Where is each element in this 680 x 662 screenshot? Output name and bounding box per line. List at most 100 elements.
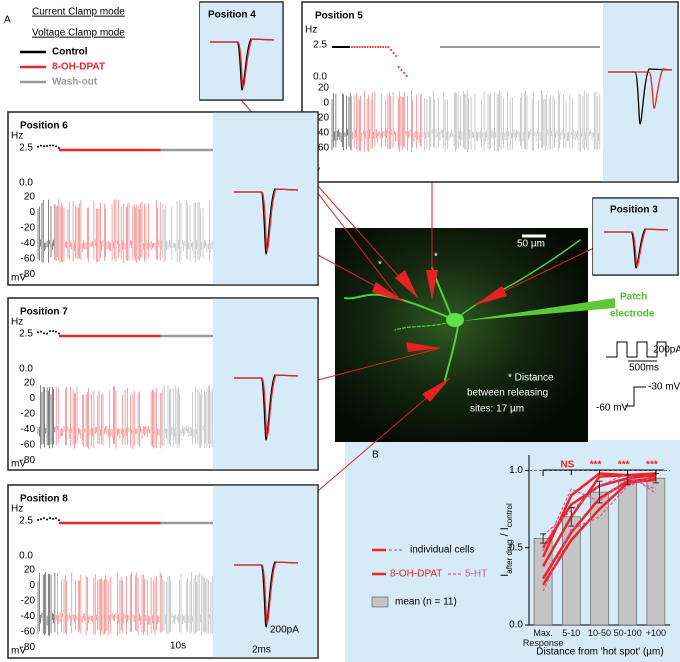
label-part: I xyxy=(499,574,511,577)
waveform xyxy=(234,374,299,441)
label: Position 6 xyxy=(20,121,68,132)
rate-dot xyxy=(58,332,60,335)
rate-dot xyxy=(37,518,39,521)
panel-shade xyxy=(213,112,318,285)
rate-dot xyxy=(43,332,45,335)
label: between releasing xyxy=(467,388,548,399)
label: *** xyxy=(590,460,602,471)
panel-shade xyxy=(603,2,678,182)
legend-swatch xyxy=(371,596,389,608)
label: 20 xyxy=(318,83,330,94)
label: sites: 17 µm xyxy=(470,404,524,415)
label: -60 xyxy=(21,254,36,265)
trace xyxy=(421,90,601,152)
label: Position 7 xyxy=(20,307,68,318)
label: electrode xyxy=(610,309,655,320)
label: -60 mV xyxy=(596,403,629,414)
release-arrows xyxy=(372,270,507,402)
label: 20 xyxy=(24,192,36,203)
rate-dot xyxy=(37,145,39,148)
label: -60 xyxy=(21,440,36,451)
rate-dot xyxy=(40,144,42,147)
trace xyxy=(55,386,161,449)
waveform xyxy=(210,38,275,89)
y-tick-label: 0.5 xyxy=(509,542,523,553)
rate-dot xyxy=(397,66,400,68)
label: A xyxy=(4,15,11,26)
rate-dot xyxy=(58,519,60,522)
waveform xyxy=(210,38,275,91)
rate-dot xyxy=(364,46,366,48)
y-axis-label: Iafter drug / Icontrol xyxy=(499,503,514,577)
cell-line xyxy=(542,476,657,592)
label: 0.0 xyxy=(313,72,327,83)
waveform xyxy=(608,68,673,125)
trace xyxy=(37,385,56,449)
label: Hz xyxy=(11,504,23,515)
bar xyxy=(590,491,609,626)
panel-shade xyxy=(213,298,318,470)
electrode xyxy=(462,298,615,321)
rate-dot xyxy=(382,46,385,48)
label: mV xyxy=(11,273,26,284)
label: mV xyxy=(11,459,26,470)
label: * Distance xyxy=(508,373,554,384)
rate-dot xyxy=(395,55,398,57)
rate-dot xyxy=(374,46,377,48)
label: *** xyxy=(618,460,630,471)
micrograph xyxy=(335,228,588,442)
label: Position 4 xyxy=(208,10,256,21)
x-tick-label: 5-10 xyxy=(562,628,581,638)
rate-dot xyxy=(405,75,408,77)
waveform xyxy=(608,68,673,110)
label: 2.5 xyxy=(19,516,33,527)
label: -30 mV xyxy=(648,382,680,393)
rate-dot xyxy=(351,46,353,48)
voltage-step xyxy=(625,386,646,407)
label: Distance from 'hot spot' (µm) xyxy=(536,647,663,658)
label-part: after drug xyxy=(505,539,514,573)
x-tick-label: +100 xyxy=(645,628,667,638)
x-tick-label: 10-50 xyxy=(587,628,612,638)
label: -40 xyxy=(21,424,36,435)
rate-dot xyxy=(358,46,361,48)
rate-dot xyxy=(49,330,51,333)
label: -40 xyxy=(21,238,36,249)
rate-dot xyxy=(369,46,372,48)
rate-dot xyxy=(384,46,387,48)
y-tick-label: 1.0 xyxy=(509,465,523,476)
error-bar xyxy=(568,507,575,527)
label: Patch xyxy=(620,292,647,303)
rate-dot xyxy=(371,46,374,48)
rate-dot xyxy=(387,46,390,48)
rate-dot xyxy=(52,517,54,520)
rate-dot xyxy=(49,517,51,520)
rate-dot xyxy=(52,330,54,333)
current-steps xyxy=(606,341,667,358)
label: NS xyxy=(560,460,574,471)
label: 0.0 xyxy=(19,364,33,375)
label: mean (n = 11) xyxy=(395,597,457,608)
label: 0 xyxy=(29,207,35,218)
label-part: control xyxy=(505,503,514,527)
label: Position 8 xyxy=(20,494,68,505)
label: 0.0 xyxy=(19,178,33,189)
label: 500ms xyxy=(629,363,659,374)
trace xyxy=(37,199,56,263)
cell-line xyxy=(542,477,657,552)
panel-shade xyxy=(213,485,318,658)
waveform xyxy=(234,188,299,255)
y-tick-label: 0.0 xyxy=(509,620,523,631)
label: -20 xyxy=(21,596,36,607)
trace xyxy=(161,572,213,636)
error-bar xyxy=(540,533,547,544)
bar xyxy=(533,538,553,626)
label: 20 xyxy=(24,378,36,389)
rate-dot xyxy=(40,330,42,333)
trace xyxy=(351,90,421,152)
label: 0 xyxy=(29,580,35,591)
rate-dot xyxy=(40,518,42,521)
label: Control xyxy=(52,47,88,58)
label: Current Clamp mode xyxy=(32,7,125,18)
